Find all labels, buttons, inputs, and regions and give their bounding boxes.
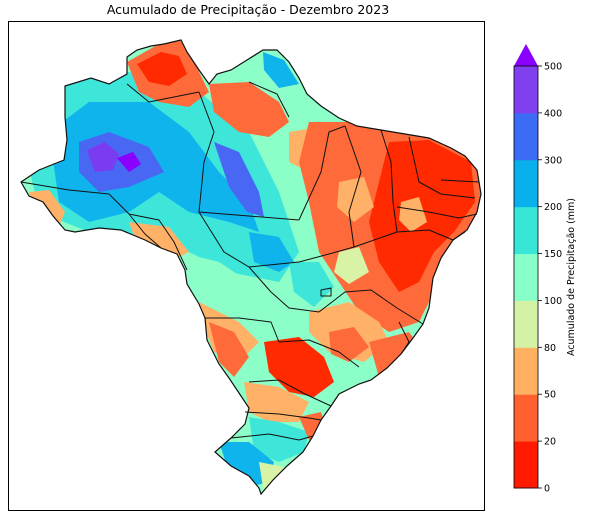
border-bahia [353, 229, 454, 248]
tocantins-very-high-zone [249, 232, 294, 272]
border-rondonia [128, 213, 188, 271]
border-para-amapa [248, 81, 290, 118]
minas-dry-zone [329, 327, 369, 362]
border-pernambuco [396, 206, 478, 219]
sao-paulo-dry-zone [264, 337, 334, 397]
border-tocantins-goias [298, 246, 355, 263]
border-amazonas-roraima [126, 83, 200, 103]
border-minas-sao-paulo [278, 339, 360, 368]
amazon-peak-zone [87, 142, 119, 172]
colorbar-tick-label: 400 [544, 108, 562, 119]
colorbar-tick-label: 500 [544, 62, 562, 73]
colorbar-extend-arrow [514, 44, 538, 66]
colorbar-tick-label: 200 [544, 202, 562, 213]
colorbar-tick-label: 100 [544, 296, 562, 307]
south-high-zone [249, 417, 309, 462]
central-extreme-zone [214, 142, 264, 217]
border-mato-grosso-goias [248, 266, 320, 313]
colorbar-swatch [514, 253, 538, 301]
border-para-mato-grosso [198, 211, 300, 268]
border-parana-santa-catarina [244, 411, 322, 421]
colorbar-swatches [514, 66, 538, 489]
colorbar-tick-label: 50 [544, 390, 556, 401]
colorbar-tick-label: 300 [544, 155, 562, 166]
border-acre [20, 181, 130, 215]
border-amazonas-rondonia-split [128, 213, 162, 249]
colorbar-tick-label: 80 [544, 343, 556, 354]
colorbar-swatch [514, 206, 538, 255]
border-mato-grosso-sul [205, 317, 280, 343]
brazil-map-svg [20, 39, 482, 495]
map-title: Acumulado de Precipitação - Dezembro 202… [106, 2, 390, 17]
border-piaui-ceara [380, 129, 398, 233]
colorbar-swatch [514, 394, 538, 442]
amazon-peak-zone-2 [117, 152, 141, 172]
amapa-para-dry-zone [209, 82, 289, 137]
state-borders [20, 81, 480, 441]
colorbar-swatch [514, 66, 538, 114]
colorbar-border [513, 65, 539, 489]
colorbar-swatch [514, 347, 538, 395]
colorbar-swatch [514, 112, 538, 161]
amapa-mid-zone [263, 52, 299, 88]
border-ne-states [408, 136, 476, 199]
border-goias-minas [318, 289, 424, 325]
border-sao-paulo-parana [248, 379, 332, 407]
border-maranhao-piaui [344, 125, 362, 248]
colorbar: 0 20 50 80 100 150 200 300 400 500 Acumulado de P… [513, 42, 590, 495]
colorbar-tick-label: 150 [544, 249, 562, 260]
rio-grande-very-high-zone [219, 442, 274, 487]
colorbar-tick-label: 0 [544, 484, 550, 495]
parana-mid-zone [244, 382, 309, 422]
colorbar-label: Acumulado de Precipitação (mm) [566, 198, 577, 356]
roraima-very-dry-zone [137, 52, 187, 86]
northeast-mid-zone-1 [337, 177, 374, 222]
colorbar-svg: 0 20 50 80 100 150 200 300 400 500 Acumulado de P… [513, 44, 577, 495]
colorbar-swatch [514, 300, 538, 348]
central-mid-zone [179, 252, 309, 322]
northeast-mid-zone-3 [334, 247, 369, 284]
border-paraiba-rn [440, 179, 480, 183]
precipitation-map [8, 21, 485, 511]
colorbar-swatch [514, 159, 538, 208]
northeast-mid-zone-2 [399, 197, 427, 232]
colorbar-tick-label: 20 [544, 437, 556, 448]
colorbar-ticks: 0 20 50 80 100 150 200 300 400 500 [538, 62, 562, 495]
colorbar-swatch [514, 441, 538, 489]
border-distrito-federal [320, 287, 332, 297]
border-amazonas-para [198, 91, 300, 221]
border-santa-catarina-rio-grande [230, 433, 314, 441]
border-para-tocantins [298, 125, 346, 221]
mato-grosso-sul-dry-zone [209, 322, 249, 377]
